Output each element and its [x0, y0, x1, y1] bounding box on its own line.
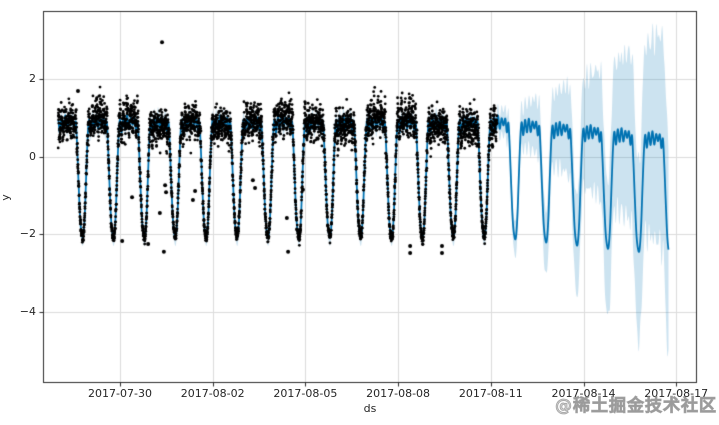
- y-tick-label: −2: [19, 227, 36, 240]
- y-axis-label: y: [0, 194, 12, 201]
- x-tick-label: 2017-08-02: [180, 387, 245, 400]
- x-tick-label: 2017-07-30: [88, 387, 152, 400]
- y-tick-label: 0: [29, 149, 36, 163]
- x-axis-label: ds: [363, 402, 377, 415]
- x-tick-label: 2017-08-05: [273, 387, 338, 400]
- y-tick-label: 2: [29, 72, 36, 85]
- watermark: @稀土掘金技术社区: [555, 396, 717, 417]
- x-tick-label: 2017-08-11: [458, 387, 523, 400]
- x-tick-label: 2017-08-14: [551, 387, 616, 400]
- x-tick-label: 2017-08-08: [366, 387, 431, 400]
- x-tick-label: 2017-08-17: [644, 387, 709, 400]
- y-tick-label: −4: [19, 304, 36, 318]
